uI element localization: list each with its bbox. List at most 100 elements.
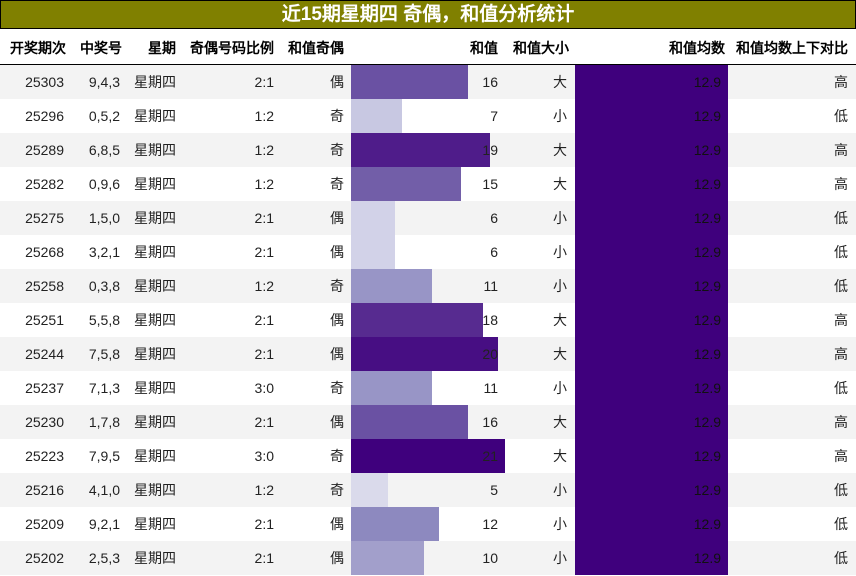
avg-cell-bg (575, 507, 728, 541)
compare-cell: 高 (834, 312, 848, 328)
size-cell: 大 (553, 142, 567, 158)
sum-cell: 11 (483, 380, 498, 396)
ratio-cell: 2:1 (254, 516, 274, 532)
sum-cell: 16 (482, 74, 498, 90)
compare-cell: 低 (834, 278, 848, 294)
parity-cell: 偶 (330, 414, 344, 430)
table-row: 25282 0,9,6 星期四 1:2 奇 15 大 12.9 高 (0, 167, 856, 201)
parity-cell: 偶 (330, 312, 344, 328)
weekday-cell: 星期四 (134, 142, 176, 158)
weekday-cell: 星期四 (134, 516, 176, 532)
weekday-cell: 星期四 (134, 108, 176, 124)
issue-cell: 25244 (25, 346, 64, 362)
weekday-cell: 星期四 (134, 244, 176, 260)
sum-cell: 20 (482, 346, 498, 362)
issue-cell: 25303 (25, 74, 64, 90)
size-cell: 小 (553, 482, 567, 498)
numbers-cell: 7,5,8 (88, 346, 120, 362)
sum-bar (351, 99, 403, 133)
avg-cell: 12.9 (693, 142, 721, 158)
issue-cell: 25289 (25, 142, 64, 158)
header-ratio: 奇偶号码比例 (190, 40, 274, 56)
avg-cell-bg (575, 99, 728, 133)
numbers-cell: 9,4,3 (88, 74, 120, 90)
weekday-cell: 星期四 (134, 312, 176, 328)
table-row: 25275 1,5,0 星期四 2:1 偶 6 小 12.9 低 (0, 201, 856, 235)
size-cell: 小 (553, 516, 567, 532)
table-row: 25303 9,4,3 星期四 2:1 偶 16 大 12.9 高 (0, 65, 856, 99)
issue-cell: 25275 (25, 210, 64, 226)
size-cell: 小 (553, 108, 567, 124)
avg-cell: 12.9 (693, 312, 721, 328)
weekday-cell: 星期四 (134, 210, 176, 226)
sum-bar (351, 167, 461, 201)
header-avg: 和值均数 (669, 40, 725, 56)
issue-cell: 25237 (25, 380, 64, 396)
issue-cell: 25296 (25, 108, 64, 124)
compare-cell: 低 (834, 380, 848, 396)
weekday-cell: 星期四 (134, 414, 176, 430)
avg-cell: 12.9 (693, 482, 721, 498)
sum-bar (351, 133, 491, 167)
parity-cell: 奇 (330, 176, 344, 192)
table-row: 25296 0,5,2 星期四 1:2 奇 7 小 12.9 低 (0, 99, 856, 133)
table-body: 25303 9,4,3 星期四 2:1 偶 16 大 12.9 高 25296 … (0, 65, 856, 575)
sum-cell: 6 (490, 244, 498, 260)
table-row: 25244 7,5,8 星期四 2:1 偶 20 大 12.9 高 (0, 337, 856, 371)
size-cell: 大 (553, 346, 567, 362)
issue-cell: 25202 (25, 550, 64, 566)
ratio-cell: 2:1 (254, 74, 274, 90)
ratio-cell: 3:0 (254, 448, 274, 464)
parity-cell: 偶 (330, 74, 344, 90)
numbers-cell: 1,5,0 (88, 210, 120, 226)
weekday-cell: 星期四 (134, 176, 176, 192)
table-row: 25251 5,5,8 星期四 2:1 偶 18 大 12.9 高 (0, 303, 856, 337)
avg-cell-bg (575, 473, 728, 507)
issue-cell: 25251 (25, 312, 64, 328)
parity-cell: 奇 (330, 482, 344, 498)
sum-cell: 16 (482, 414, 498, 430)
issue-cell: 25268 (25, 244, 64, 260)
sum-bar (351, 371, 432, 405)
numbers-cell: 7,9,5 (88, 448, 120, 464)
sum-cell: 5 (490, 482, 498, 498)
sum-bar (351, 303, 483, 337)
size-cell: 大 (553, 312, 567, 328)
avg-cell: 12.9 (693, 380, 721, 396)
weekday-cell: 星期四 (134, 74, 176, 90)
sum-bar (351, 507, 439, 541)
compare-cell: 低 (834, 482, 848, 498)
sum-bar (351, 541, 425, 575)
avg-cell: 12.9 (693, 244, 721, 260)
compare-cell: 高 (834, 176, 848, 192)
numbers-cell: 0,9,6 (88, 176, 120, 192)
compare-cell: 低 (834, 108, 848, 124)
size-cell: 小 (553, 550, 567, 566)
parity-cell: 偶 (330, 210, 344, 226)
parity-cell: 偶 (330, 244, 344, 260)
numbers-cell: 2,5,3 (88, 550, 120, 566)
table-row: 25216 4,1,0 星期四 1:2 奇 5 小 12.9 低 (0, 473, 856, 507)
avg-cell: 12.9 (693, 278, 721, 294)
parity-cell: 奇 (330, 448, 344, 464)
table-row: 25223 7,9,5 星期四 3:0 奇 21 大 12.9 高 (0, 439, 856, 473)
numbers-cell: 1,7,8 (88, 414, 120, 430)
table-row: 25268 3,2,1 星期四 2:1 偶 6 小 12.9 低 (0, 235, 856, 269)
header-compare: 和值均数上下对比 (736, 40, 848, 56)
avg-cell-bg (575, 201, 728, 235)
header-parity: 和值奇偶 (288, 40, 344, 56)
numbers-cell: 3,2,1 (88, 244, 120, 260)
table-row: 25230 1,7,8 星期四 2:1 偶 16 大 12.9 高 (0, 405, 856, 439)
avg-cell: 12.9 (693, 414, 721, 430)
compare-cell: 低 (834, 244, 848, 260)
ratio-cell: 2:1 (254, 244, 274, 260)
sum-cell: 12 (482, 516, 498, 532)
size-cell: 小 (553, 244, 567, 260)
numbers-cell: 6,8,5 (88, 142, 120, 158)
parity-cell: 奇 (330, 278, 344, 294)
issue-cell: 25223 (25, 448, 64, 464)
size-cell: 大 (553, 74, 567, 90)
avg-cell: 12.9 (693, 210, 721, 226)
weekday-cell: 星期四 (134, 482, 176, 498)
header-size: 和值大小 (513, 40, 569, 56)
